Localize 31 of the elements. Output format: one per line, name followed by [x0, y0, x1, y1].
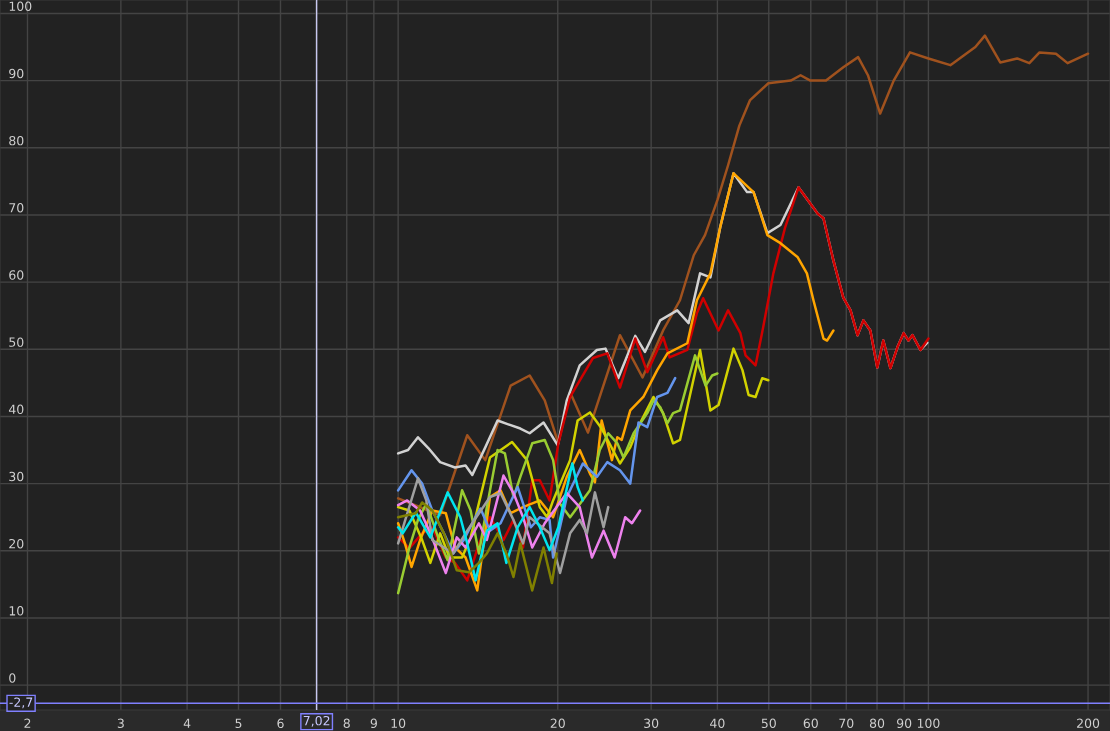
x-tick-label: 5 [235, 718, 242, 729]
x-tick-label: 2 [24, 718, 31, 728]
y-tick-label: 20 [9, 538, 24, 549]
y-tick-label: 100 [9, 1, 32, 12]
x-tick-label: 70 [839, 718, 854, 729]
x-tick-label: 30 [644, 718, 659, 729]
x-tick-label: 9 [370, 718, 377, 729]
y-tick-label: 70 [9, 203, 24, 213]
x-tick-label: 60 [803, 718, 818, 729]
y-tick-label: 60 [9, 270, 24, 280]
x-tick-label: 3 [117, 718, 124, 729]
y-tick-label: 0 [9, 673, 16, 683]
x-tick-label: 80 [869, 718, 885, 729]
x-tick-label: 200 [1077, 718, 1100, 729]
ref-line-label: 7,02 [303, 715, 330, 727]
x-tick-label: 90 [896, 718, 912, 729]
x-tick-label: 100 [917, 718, 940, 729]
x-tick-label: 50 [761, 718, 776, 729]
x-tick-label: 4 [183, 718, 191, 728]
x-tick-label: 8 [343, 718, 350, 729]
y-tick-label: 50 [9, 337, 24, 347]
ref-line-label: -2,7 [9, 697, 33, 709]
y-tick-label: 80 [9, 135, 24, 146]
y-tick-label: 40 [8, 404, 24, 415]
x-tick-label: 20 [550, 718, 565, 729]
y-tick-label: 30 [9, 471, 24, 482]
y-tick-label: 10 [9, 606, 24, 616]
x-tick-label: 10 [391, 718, 406, 729]
x-tick-label: 40 [710, 718, 725, 729]
x-tick-label: 6 [277, 718, 284, 729]
y-tick-label: 90 [9, 68, 24, 79]
